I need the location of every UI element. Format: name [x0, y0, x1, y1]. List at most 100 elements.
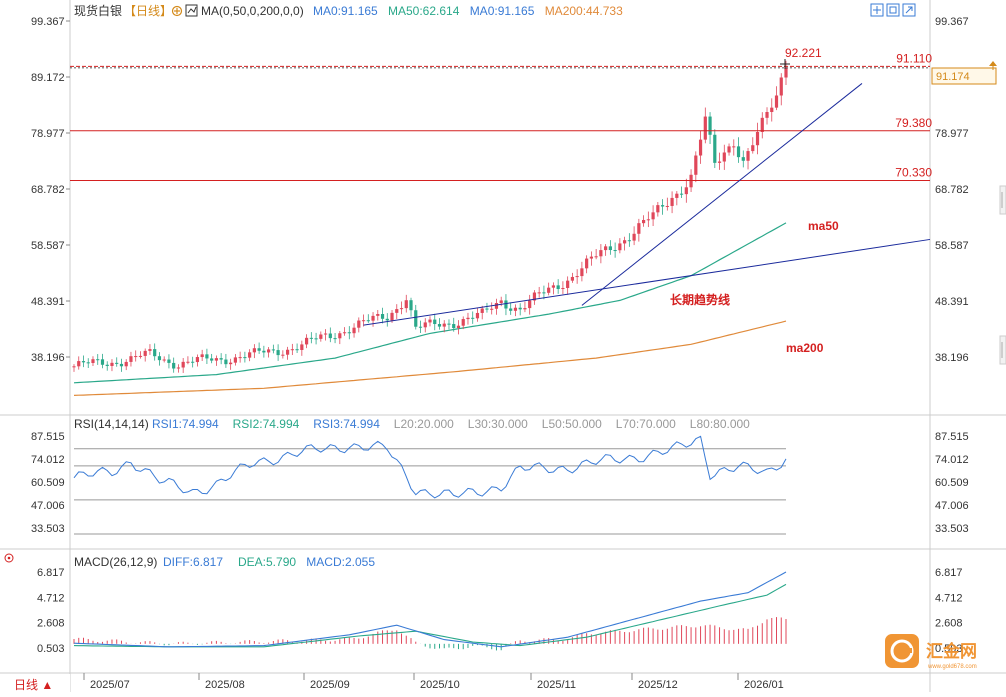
candle-97: [532, 290, 537, 305]
candle-body-111: [599, 250, 603, 257]
candle-body-73: [418, 326, 423, 328]
candle-123: [656, 202, 660, 217]
candle-body-78: [442, 323, 446, 327]
rsi-line: [73, 435, 787, 499]
candle-body-127: [675, 193, 679, 198]
candle-body-3: [86, 362, 90, 364]
move-icon[interactable]: [870, 3, 884, 17]
candle-body-36: [243, 357, 247, 359]
candle-body-124: [660, 205, 665, 207]
rsi-tick-left-2: 60.509: [31, 477, 65, 489]
price-tick-left-0: 99.367: [31, 16, 65, 28]
macd-settings-icon[interactable]: [4, 553, 14, 563]
candle-body-7: [105, 364, 109, 366]
candle-81: [456, 320, 461, 335]
price-plot: 91.110 79.380 70.330: [70, 51, 932, 396]
candle-3: [86, 358, 90, 369]
candle-body-113: [608, 246, 612, 251]
candle-75: [428, 316, 432, 327]
candle-body-149: [779, 77, 783, 96]
ma50-label: ma50: [808, 219, 839, 233]
ma50-line: [73, 222, 787, 384]
candle-body-146: [765, 112, 769, 118]
rsi-tick-right-4: 33.503: [935, 523, 969, 535]
candle-body-144: [755, 131, 760, 146]
candle-144: [755, 122, 760, 155]
candle-60: [357, 317, 361, 333]
candle-109: [589, 251, 593, 266]
candle-4: [91, 356, 95, 367]
candle-body-86: [480, 308, 484, 313]
candle-88: [490, 302, 494, 315]
candle-body-89: [494, 303, 499, 309]
candle-body-130: [689, 174, 693, 188]
candle-body-87: [485, 308, 489, 310]
candle-2: [81, 355, 86, 368]
candle-body-52: [319, 334, 323, 339]
side-handle-0[interactable]: [999, 185, 1006, 215]
candle-body-107: [580, 268, 584, 277]
candle-body-26: [195, 357, 200, 363]
candle-35: [238, 351, 242, 363]
candle-102: [556, 279, 560, 294]
candle-25: [191, 356, 195, 368]
candle-87: [485, 302, 489, 313]
side-handle-bar-0: [999, 185, 1006, 215]
candle-11: [124, 359, 128, 371]
candle-body-19: [162, 359, 166, 361]
candle-body-29: [210, 358, 214, 361]
candle-body-35: [238, 357, 242, 359]
candle-body-56: [338, 333, 342, 339]
candle-body-93: [513, 307, 518, 311]
candle-138: [727, 143, 731, 156]
candle-54: [328, 327, 332, 343]
candle-31: [219, 353, 223, 365]
macd-tick-left-0: 6.817: [37, 567, 65, 579]
candle-84: [471, 311, 475, 324]
candle-38: [252, 344, 256, 359]
fit-icon[interactable]: [886, 3, 900, 17]
settings-icon[interactable]: [171, 5, 183, 17]
rsi-value-2: RSI3:74.994: [313, 417, 380, 431]
candle-body-68: [395, 309, 399, 313]
level-label-2: 70.330: [895, 165, 932, 179]
macd-tick-left-1: 4.712: [37, 592, 65, 604]
candle-36: [243, 351, 247, 363]
candle-50: [309, 332, 313, 344]
candle-body-125: [665, 205, 669, 207]
candle-92: [509, 302, 513, 315]
date-tick-4: 2025/11: [537, 679, 576, 691]
rsi-tick-left-3: 47.006: [31, 500, 65, 512]
price-tick-left-6: 38.196: [31, 352, 65, 364]
candle-106: [575, 269, 579, 284]
candle-body-37: [248, 352, 252, 358]
candle-body-60: [357, 320, 361, 328]
candle-body-74: [423, 322, 427, 328]
period-toggle-button[interactable]: 日线 ▲: [0, 674, 70, 692]
candle-body-51: [314, 338, 318, 340]
candle-body-72: [414, 310, 418, 327]
macd-tick-left-2: 2.608: [37, 618, 65, 630]
side-scroll-handles[interactable]: [999, 185, 1006, 365]
price-marker-icon[interactable]: [989, 61, 997, 70]
indicator-toggle-icon[interactable]: [185, 4, 198, 17]
candle-body-148: [774, 95, 779, 108]
candle-body-50: [309, 337, 313, 339]
candle-77: [437, 318, 442, 330]
candle-71: [409, 297, 413, 317]
candle-17: [153, 343, 157, 361]
candle-body-63: [371, 315, 375, 321]
candle-98: [537, 286, 541, 298]
rsi-indicator-label: RSI(14,14,14): [74, 417, 149, 431]
candlesticks: [72, 60, 788, 373]
crosshair-icon: [780, 59, 790, 69]
candle-body-147: [770, 107, 774, 113]
period-label[interactable]: 【日线】: [124, 4, 172, 18]
candle-body-17: [153, 349, 157, 357]
candle-30: [214, 355, 218, 366]
side-handle-1[interactable]: [999, 335, 1006, 365]
candle-body-131: [694, 155, 698, 175]
candle-80: [452, 317, 456, 332]
candle-body-57: [342, 332, 347, 334]
maximize-icon[interactable]: [902, 3, 916, 17]
